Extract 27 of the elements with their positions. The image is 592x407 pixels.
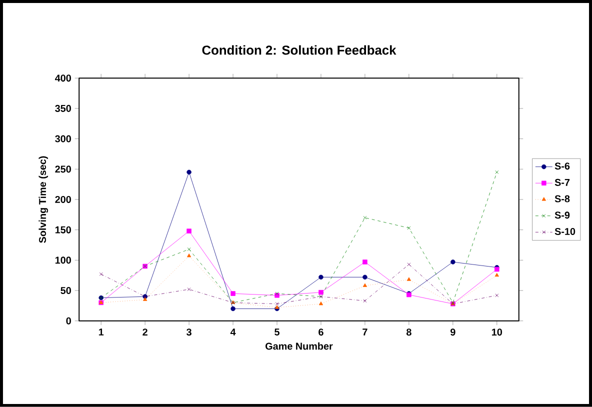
legend-label: S-6 xyxy=(554,162,570,170)
x-tick-label: 2 xyxy=(142,328,148,336)
y-tick-label: 300 xyxy=(55,135,71,142)
x-tick-label: 4 xyxy=(230,328,236,336)
chart-title: Condition 2: Solution Feedback xyxy=(202,45,396,55)
x-tick-label: 9 xyxy=(450,328,456,336)
y-tick-label: 350 xyxy=(55,104,71,112)
y-tick-label: 0 xyxy=(66,317,71,324)
x-axis-title: Game Number xyxy=(266,342,333,350)
x-tick-label: 1 xyxy=(98,328,104,336)
x-tick-label: 3 xyxy=(186,328,192,336)
legend-label: S-8 xyxy=(554,195,570,202)
legend-label: S-7 xyxy=(554,178,570,186)
y-tick-label: 50 xyxy=(60,287,71,294)
y-tick-label: 400 xyxy=(54,74,71,82)
y-tick-label: 250 xyxy=(55,166,71,173)
x-tick-label: 6 xyxy=(318,328,324,336)
x-tick-label: 7 xyxy=(362,328,368,336)
y-tick-label: 200 xyxy=(55,196,71,204)
x-tick-label: 5 xyxy=(274,328,280,336)
legend-label: S-10 xyxy=(554,228,576,236)
y-tick-label: 150 xyxy=(55,226,71,234)
x-tick-label: 10 xyxy=(492,328,502,336)
y-axis-title: Solving Time (sec) xyxy=(38,156,48,243)
y-tick-label: 100 xyxy=(55,256,71,264)
legend-label: S-9 xyxy=(554,212,570,219)
x-tick-label: 8 xyxy=(406,328,412,336)
